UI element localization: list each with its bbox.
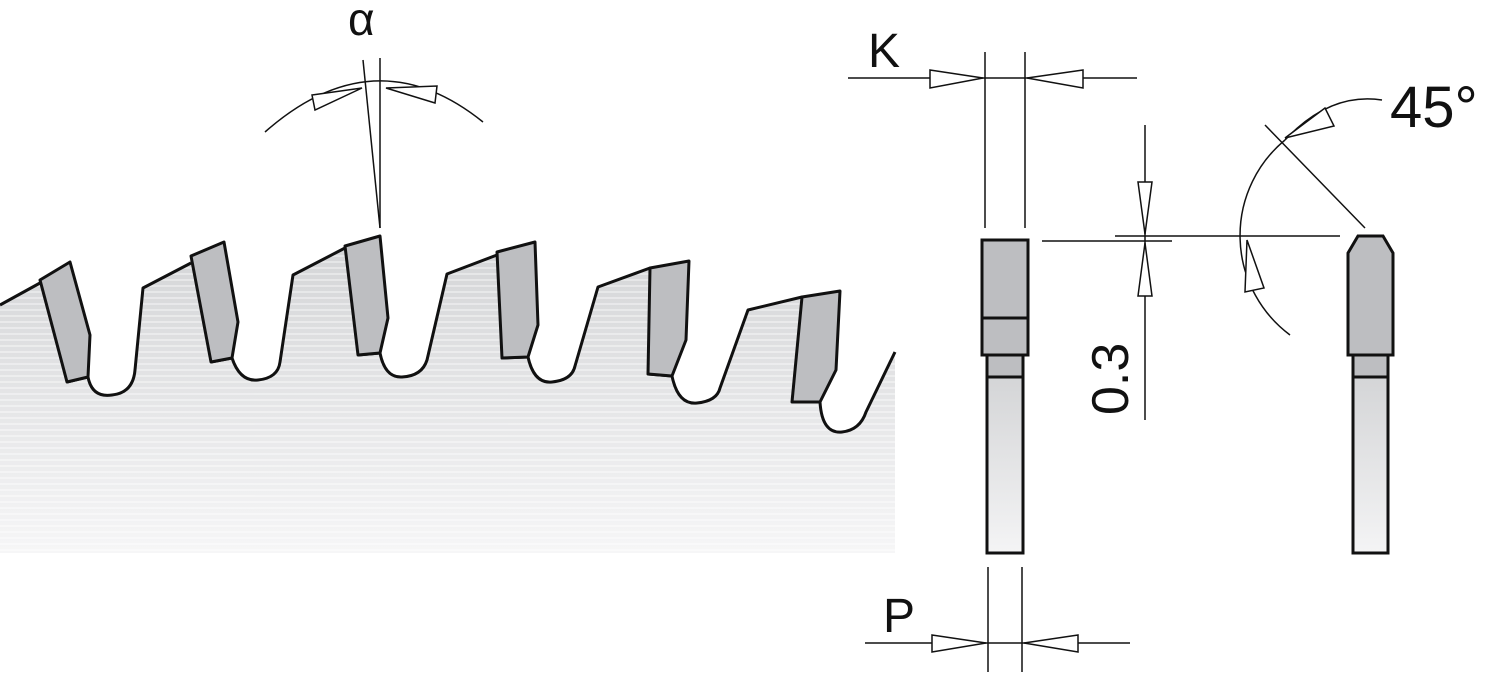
carbide-tip (790, 289, 842, 404)
carbide-tip (646, 259, 691, 378)
step-dimension (1042, 125, 1340, 420)
tooth-front-view-flat (980, 238, 1030, 555)
carbide-tip (38, 260, 92, 384)
kerf-label: K (868, 25, 900, 78)
rake-angle-label: α (348, 0, 375, 45)
tooth-front-view-chamfer (1346, 234, 1395, 555)
carbide-tip (495, 240, 540, 360)
carbide-teeth (38, 234, 842, 404)
rake-angle-dimension (264, 58, 484, 229)
blade-side-view (0, 234, 897, 553)
bevel-dimension (1239, 98, 1383, 336)
plate-label: P (883, 590, 915, 643)
kerf-dimension (848, 52, 1137, 228)
carbide-tip (189, 240, 240, 364)
plate-dimension (865, 567, 1130, 672)
blade-outline (0, 246, 897, 434)
bevel-label: 45° (1390, 75, 1478, 140)
carbide-tip (343, 234, 390, 357)
step-label: 0.3 (1082, 343, 1140, 415)
